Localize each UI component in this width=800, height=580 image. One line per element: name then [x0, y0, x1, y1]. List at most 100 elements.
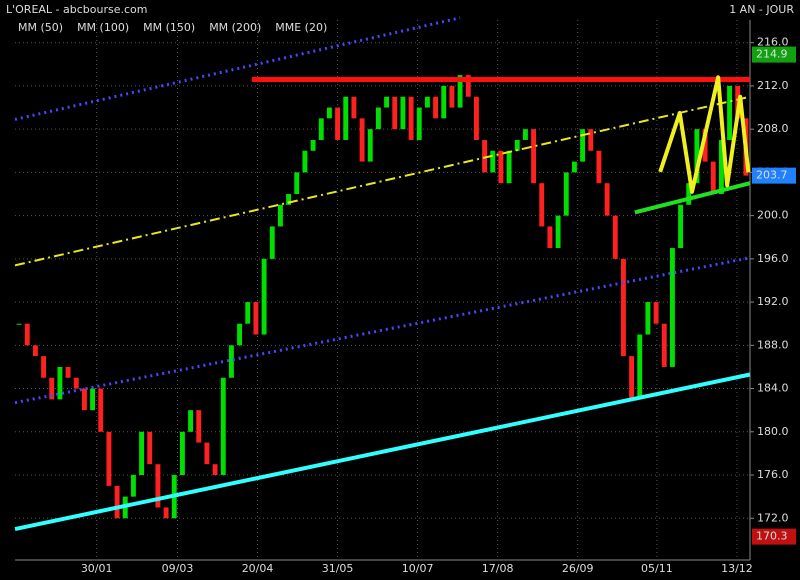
candle [645, 302, 651, 335]
candle [24, 323, 30, 346]
candle [32, 345, 38, 357]
candle [637, 334, 643, 400]
y-tick-label: 176.0 [757, 468, 789, 481]
price-tag [752, 167, 796, 184]
candle [163, 507, 169, 519]
y-tick-label: 192.0 [757, 295, 789, 308]
y-tick-label: 188.0 [757, 338, 789, 351]
candle [310, 139, 316, 151]
candle [490, 150, 496, 173]
candle [343, 96, 349, 140]
trend-line [14, 16, 461, 121]
candle [588, 129, 594, 151]
y-tick-label: 172.0 [757, 511, 789, 524]
trend-line [14, 372, 751, 532]
y-tick-label: 184.0 [757, 382, 789, 395]
trend-line [658, 75, 751, 194]
candle [367, 129, 373, 162]
candle [114, 485, 120, 519]
candle [702, 129, 708, 162]
candle [237, 323, 243, 346]
candle [514, 139, 520, 151]
candle [400, 96, 406, 130]
price-tag-label: 170.3 [756, 530, 788, 543]
candle [294, 172, 300, 195]
y-tick-label: 216.0 [757, 36, 789, 49]
candle [90, 388, 96, 411]
legend-entry: MM (150) [143, 21, 195, 34]
candle [498, 150, 504, 184]
candle [678, 204, 684, 249]
candle [204, 442, 210, 465]
candle [727, 85, 733, 140]
candle [506, 150, 512, 184]
candle [653, 302, 659, 324]
candle [620, 258, 626, 357]
x-tick-label: 13/12 [721, 562, 753, 575]
candle [212, 464, 218, 476]
candle [408, 96, 414, 140]
y-tick-label: 208.0 [757, 122, 789, 135]
candle [318, 118, 324, 140]
chart-title: L'OREAL - abcbourse.com [6, 3, 148, 16]
candle [188, 410, 194, 432]
y-tick-label: 196.0 [757, 252, 789, 265]
y-tick-label: 212.0 [757, 79, 789, 92]
candle [326, 107, 332, 119]
candle [441, 85, 447, 119]
candle [416, 107, 422, 140]
x-tick-label: 10/07 [402, 562, 434, 575]
candle [433, 96, 439, 119]
candle [98, 388, 104, 432]
candle [661, 323, 667, 367]
candle [392, 96, 398, 130]
candle [580, 129, 586, 162]
candle [179, 431, 185, 476]
candle [147, 431, 153, 465]
candle [106, 431, 112, 486]
candle [277, 204, 283, 227]
candle [604, 183, 610, 216]
candle [669, 248, 675, 367]
candle [473, 96, 479, 140]
candle [220, 377, 226, 476]
candle [555, 215, 561, 249]
candle [302, 150, 308, 173]
candle [547, 226, 553, 249]
candle [130, 475, 136, 497]
x-tick-label: 31/05 [322, 562, 354, 575]
candle [65, 366, 71, 378]
price-tag-label: 214.9 [756, 48, 788, 61]
candle [245, 302, 251, 324]
candle [49, 377, 55, 400]
candle [424, 96, 430, 108]
candle [261, 258, 267, 335]
candle [694, 129, 700, 184]
candle [228, 345, 234, 378]
legend-entry: MM (50) [18, 21, 63, 34]
candle [563, 172, 569, 216]
price-tag [752, 528, 796, 545]
x-tick-label: 26/09 [562, 562, 594, 575]
x-tick-label: 20/04 [242, 562, 274, 575]
x-tick-label: 30/01 [81, 562, 113, 575]
candle [335, 107, 341, 140]
candle [73, 377, 79, 389]
candle [81, 388, 87, 411]
candle [41, 356, 47, 378]
candle [539, 183, 545, 227]
y-tick-label: 180.0 [757, 425, 789, 438]
trend-line [634, 181, 751, 215]
price-tag [752, 46, 796, 63]
candle [449, 85, 455, 108]
candle [596, 150, 602, 184]
candle [612, 215, 618, 259]
trend-line [14, 256, 751, 405]
candle [482, 139, 488, 173]
period-label: 1 AN - JOUR [729, 3, 794, 16]
candle [457, 75, 463, 108]
candle [57, 366, 63, 400]
price-tag-label: 203.7 [756, 169, 788, 182]
